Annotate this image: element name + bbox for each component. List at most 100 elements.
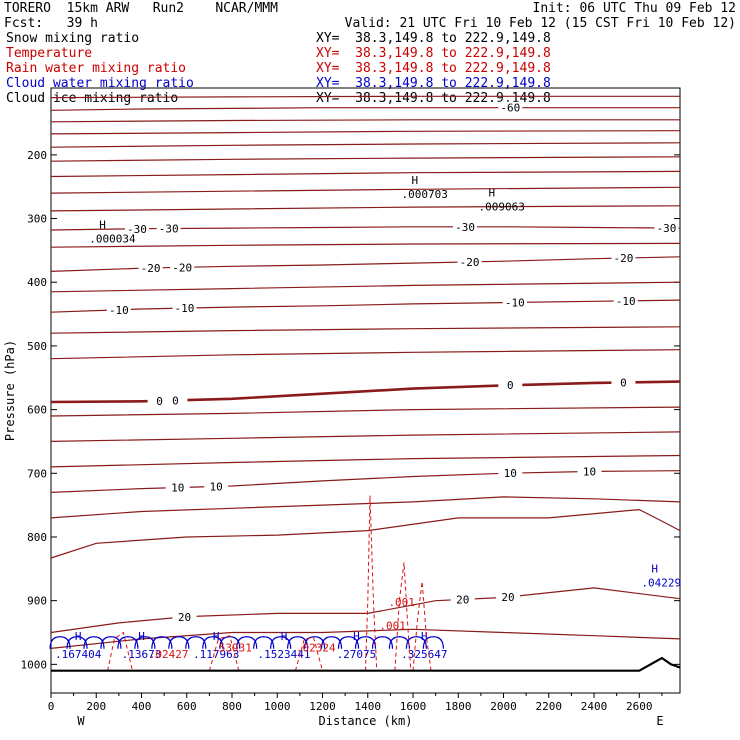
temperature-contour [50,628,681,649]
x-tick-label: 1800 [445,700,472,713]
max-value: .009063 [478,201,524,214]
temperature-contour [50,119,680,123]
cloud-water-contour [253,636,275,649]
temperature-contour-label: -60 [500,102,520,115]
cloud-water-high-marker: H [421,630,428,643]
temperature-contour-label: -20 [141,262,161,275]
cloud-water-value: .27075 [337,648,377,661]
x-tick-label: 400 [132,700,152,713]
contour-label-bg [502,296,527,308]
y-tick-label: 300 [27,213,47,226]
temperature-contour [50,226,681,231]
max-marker: H [651,562,658,575]
legend-rain: Rain water mixing ratio [6,61,187,76]
y-tick-label: 900 [27,595,47,608]
temperature-contour [50,281,681,293]
cloud-water-high-marker: H [281,630,288,643]
x-tick-label: 2200 [536,700,563,713]
contour-label-bg [124,222,149,234]
temperature-contour-label: 0 [172,394,179,407]
y-tick-label: 400 [27,276,47,289]
temperature-contour-label: 20 [456,593,469,606]
contour-label-bg [577,465,602,477]
y-tick-label: 1000 [21,658,48,671]
cloud-water-contour [422,636,444,649]
legend-rain-xy: XY= 38.3,149.8 to 222.9,149.8 [316,61,551,76]
contour-label-bg [163,394,188,406]
temperature-contour [50,130,681,135]
cloud-water-contour [66,636,88,649]
forecast-hour: Fcst: 39 h [4,16,98,31]
y-axis-title: Pressure (hPa) [3,340,17,441]
rain-value: .001 [388,596,415,609]
temperature-contour-label: 10 [583,465,596,478]
model-title: TORERO 15km ARW Run2 NCAR/MMM [4,1,278,16]
rain-contour [412,581,432,671]
temperature-contour [50,406,681,417]
temperature-contour-label: -10 [175,302,195,315]
temperature-contour-label: 10 [210,480,223,493]
plot-frame [50,87,681,694]
temperature-contour [50,95,680,99]
x-tick-label: 1200 [309,700,336,713]
y-tick-label: 600 [27,404,47,417]
temperature-contour [50,454,681,468]
x-tick-label: 200 [86,700,106,713]
max-value: .000034 [89,232,136,245]
cloud-water-contour [337,636,360,649]
max-value: .04229 [641,576,681,589]
cloud-water-contour [49,636,71,649]
temperature-contour [50,186,681,194]
cloud-water-value: .1523441 [258,648,311,661]
init-time: Init: 06 UTC Thu 09 Feb 12 [532,1,737,16]
rain-value: .02324 [296,642,336,655]
temperature-contour [50,299,681,313]
temperature-contour-label: 0 [507,379,514,392]
temperature-contour-label: 10 [504,467,517,480]
x-axis-title: Distance (km) [319,714,413,728]
x-end-label-east: E [656,714,663,728]
contour-label-bg [165,481,190,493]
cloud-water-high-marker: H [138,630,145,643]
temperature-contour-label: 0 [620,376,627,389]
contour-label-bg [498,467,523,479]
x-end-label-west: W [77,714,85,728]
legend-cloud-ice: Cloud ice mixing ratio [6,91,179,106]
temperature-contour [50,496,681,519]
temperature-contour-label: -30 [127,223,147,236]
cloud-water-contour [354,636,377,649]
temperature-contour [50,205,681,212]
legend-snow: Snow mixing ratio [6,31,140,46]
contour-label-bg [654,222,679,234]
max-marker: H [99,218,106,231]
cloud-water-value: .13673 [122,648,162,661]
x-tick-label: 1600 [400,700,427,713]
cloud-water-contour [168,636,190,649]
contour-label-bg [106,303,131,315]
contour-label-bg [453,220,478,232]
x-tick-label: 2600 [626,700,653,713]
cloud-water-contour [117,636,139,649]
rain-value: .02427 [149,648,189,661]
rain-value: .53931 [212,642,252,655]
temperature-contour-label: -20 [460,256,480,269]
contour-label-bg [496,590,521,602]
x-tick-label: 2000 [490,700,517,713]
contour-label-bg [138,262,163,274]
temperature-contour-label: -10 [616,295,636,308]
temperature-contour-label: -30 [656,222,676,235]
contour-label-bg [172,610,197,622]
temperature-contour-label: -10 [109,304,129,317]
contour-label-bg [498,101,523,113]
cloud-water-high-marker: H [75,630,82,643]
temperature-contour [50,242,681,248]
temperature-contour-label: -20 [172,261,192,274]
temperature-contour [50,380,681,404]
cloud-water-high-marker: H [353,630,360,643]
contour-label-bg [147,394,172,406]
rain-contour [294,637,323,671]
legend-cloud-water-xy: XY= 38.3,149.8 to 222.9,149.8 [316,76,551,91]
contour-label-bg [613,294,638,306]
rain-contour [365,495,378,671]
